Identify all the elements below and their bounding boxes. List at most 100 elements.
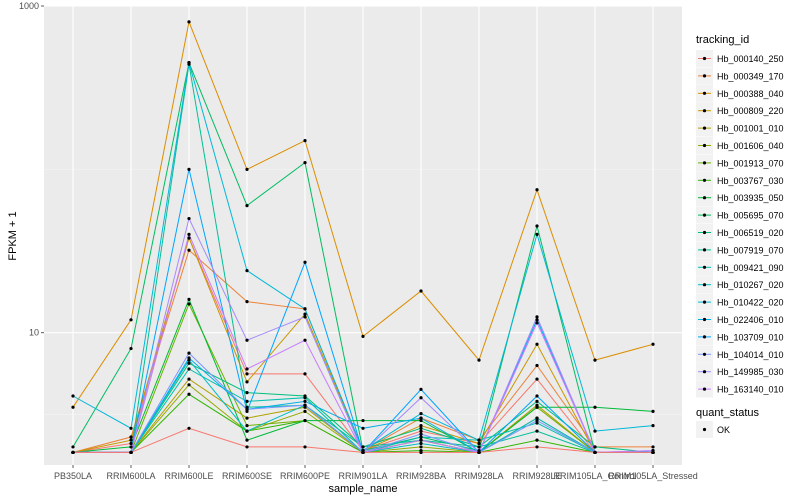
data-point: [245, 338, 249, 342]
legend-label: Hb_001606_040: [717, 141, 784, 151]
x-tick-label: PB350LA: [54, 471, 92, 481]
data-point: [303, 399, 307, 403]
data-point: [419, 435, 423, 439]
legend-label: Hb_007919_070: [717, 245, 784, 255]
x-tick-label: RRIM928LA: [454, 471, 503, 481]
data-point: [245, 372, 249, 376]
data-point: [419, 416, 423, 420]
data-point: [187, 167, 191, 171]
legend-key-point: [702, 352, 707, 356]
data-point: [419, 441, 423, 446]
legend-key-point: [702, 213, 707, 217]
legend-key-point: [702, 143, 707, 148]
data-point: [477, 358, 481, 362]
legend-key-point: [702, 126, 707, 130]
data-point: [535, 418, 539, 423]
y-axis: 10 1000: [19, 1, 44, 338]
data-point: [651, 450, 655, 455]
data-point: [419, 450, 423, 455]
data-point: [245, 269, 249, 273]
data-point: [419, 396, 423, 400]
data-point: [187, 232, 191, 236]
legend-label: Hb_000140_250: [717, 54, 784, 64]
data-point: [245, 391, 249, 395]
data-point: [361, 445, 365, 449]
data-point: [651, 424, 655, 428]
shape-legend-title: quant_status: [696, 407, 759, 419]
legend-label: Hb_104014_010: [717, 350, 784, 360]
data-point: [129, 445, 133, 449]
data-point: [361, 418, 365, 423]
legend-key-point: [702, 283, 707, 287]
data-point: [303, 409, 307, 413]
data-point: [419, 438, 423, 442]
x-axis: PB350LA RRIM600LA RRIM600LE RRIM600SE RRIM60…: [54, 465, 698, 481]
data-point: [245, 300, 249, 304]
data-point: [245, 380, 249, 384]
data-point: [419, 445, 423, 449]
data-point: [129, 438, 133, 442]
x-tick-label: RRIM105LA_Control: [553, 471, 636, 481]
data-point: [593, 450, 597, 455]
legend-label: Hb_010422_020: [717, 298, 784, 308]
data-point: [129, 318, 133, 322]
data-point: [303, 161, 307, 165]
data-point: [535, 416, 539, 420]
data-point: [187, 383, 191, 387]
data-point: [419, 418, 423, 423]
data-point: [535, 315, 539, 319]
y-tick-label: 1000: [19, 1, 39, 11]
data-point: [187, 236, 191, 240]
data-point: [187, 367, 191, 371]
data-point: [245, 407, 249, 411]
data-point: [303, 445, 307, 449]
data-point: [593, 358, 597, 362]
legend-key-point: [702, 265, 707, 269]
data-point: [419, 426, 423, 430]
data-point: [303, 372, 307, 376]
legend-label: Hb_149985_030: [717, 367, 784, 377]
legend-key-point: [702, 74, 707, 78]
shape-legend-label: OK: [717, 425, 730, 435]
data-point: [361, 334, 365, 338]
data-point: [187, 302, 191, 306]
data-point: [303, 403, 307, 407]
data-point: [593, 429, 597, 433]
x-tick-label: RRIM928BA: [396, 471, 446, 481]
legend-key-point: [702, 161, 707, 165]
data-point: [477, 450, 481, 455]
legend-key-point: [702, 370, 707, 374]
data-point: [187, 297, 191, 301]
data-point: [71, 450, 75, 455]
data-point: [651, 409, 655, 413]
data-point: [245, 424, 249, 428]
legend-label: Hb_022406_010: [717, 315, 784, 325]
data-point: [187, 426, 191, 430]
series-points: [71, 20, 655, 455]
data-point: [535, 429, 539, 433]
legend-key-point: [702, 387, 707, 391]
legend-label: Hb_001001_010: [717, 124, 784, 134]
x-axis-title: sample_name: [328, 483, 397, 495]
shape-legend: quant_status OK: [696, 407, 759, 438]
legend-label: Hb_001913_070: [717, 158, 784, 168]
data-point: [245, 416, 249, 420]
x-tick-label: RRIM600LE: [164, 471, 213, 481]
data-point: [187, 361, 191, 365]
data-point: [361, 450, 365, 455]
data-point: [129, 441, 133, 446]
data-point: [187, 377, 191, 381]
legend-label: Hb_006519_020: [717, 228, 784, 238]
data-point: [187, 20, 191, 24]
legend-title: tracking_id: [696, 34, 749, 46]
data-point: [303, 138, 307, 143]
data-point: [187, 248, 191, 252]
data-point: [651, 342, 655, 346]
data-point: [129, 450, 133, 455]
data-point: [303, 338, 307, 342]
data-point: [245, 399, 249, 403]
legend-label: Hb_009421_090: [717, 263, 784, 273]
data-point: [651, 445, 655, 449]
legend-key-point: [702, 300, 707, 304]
